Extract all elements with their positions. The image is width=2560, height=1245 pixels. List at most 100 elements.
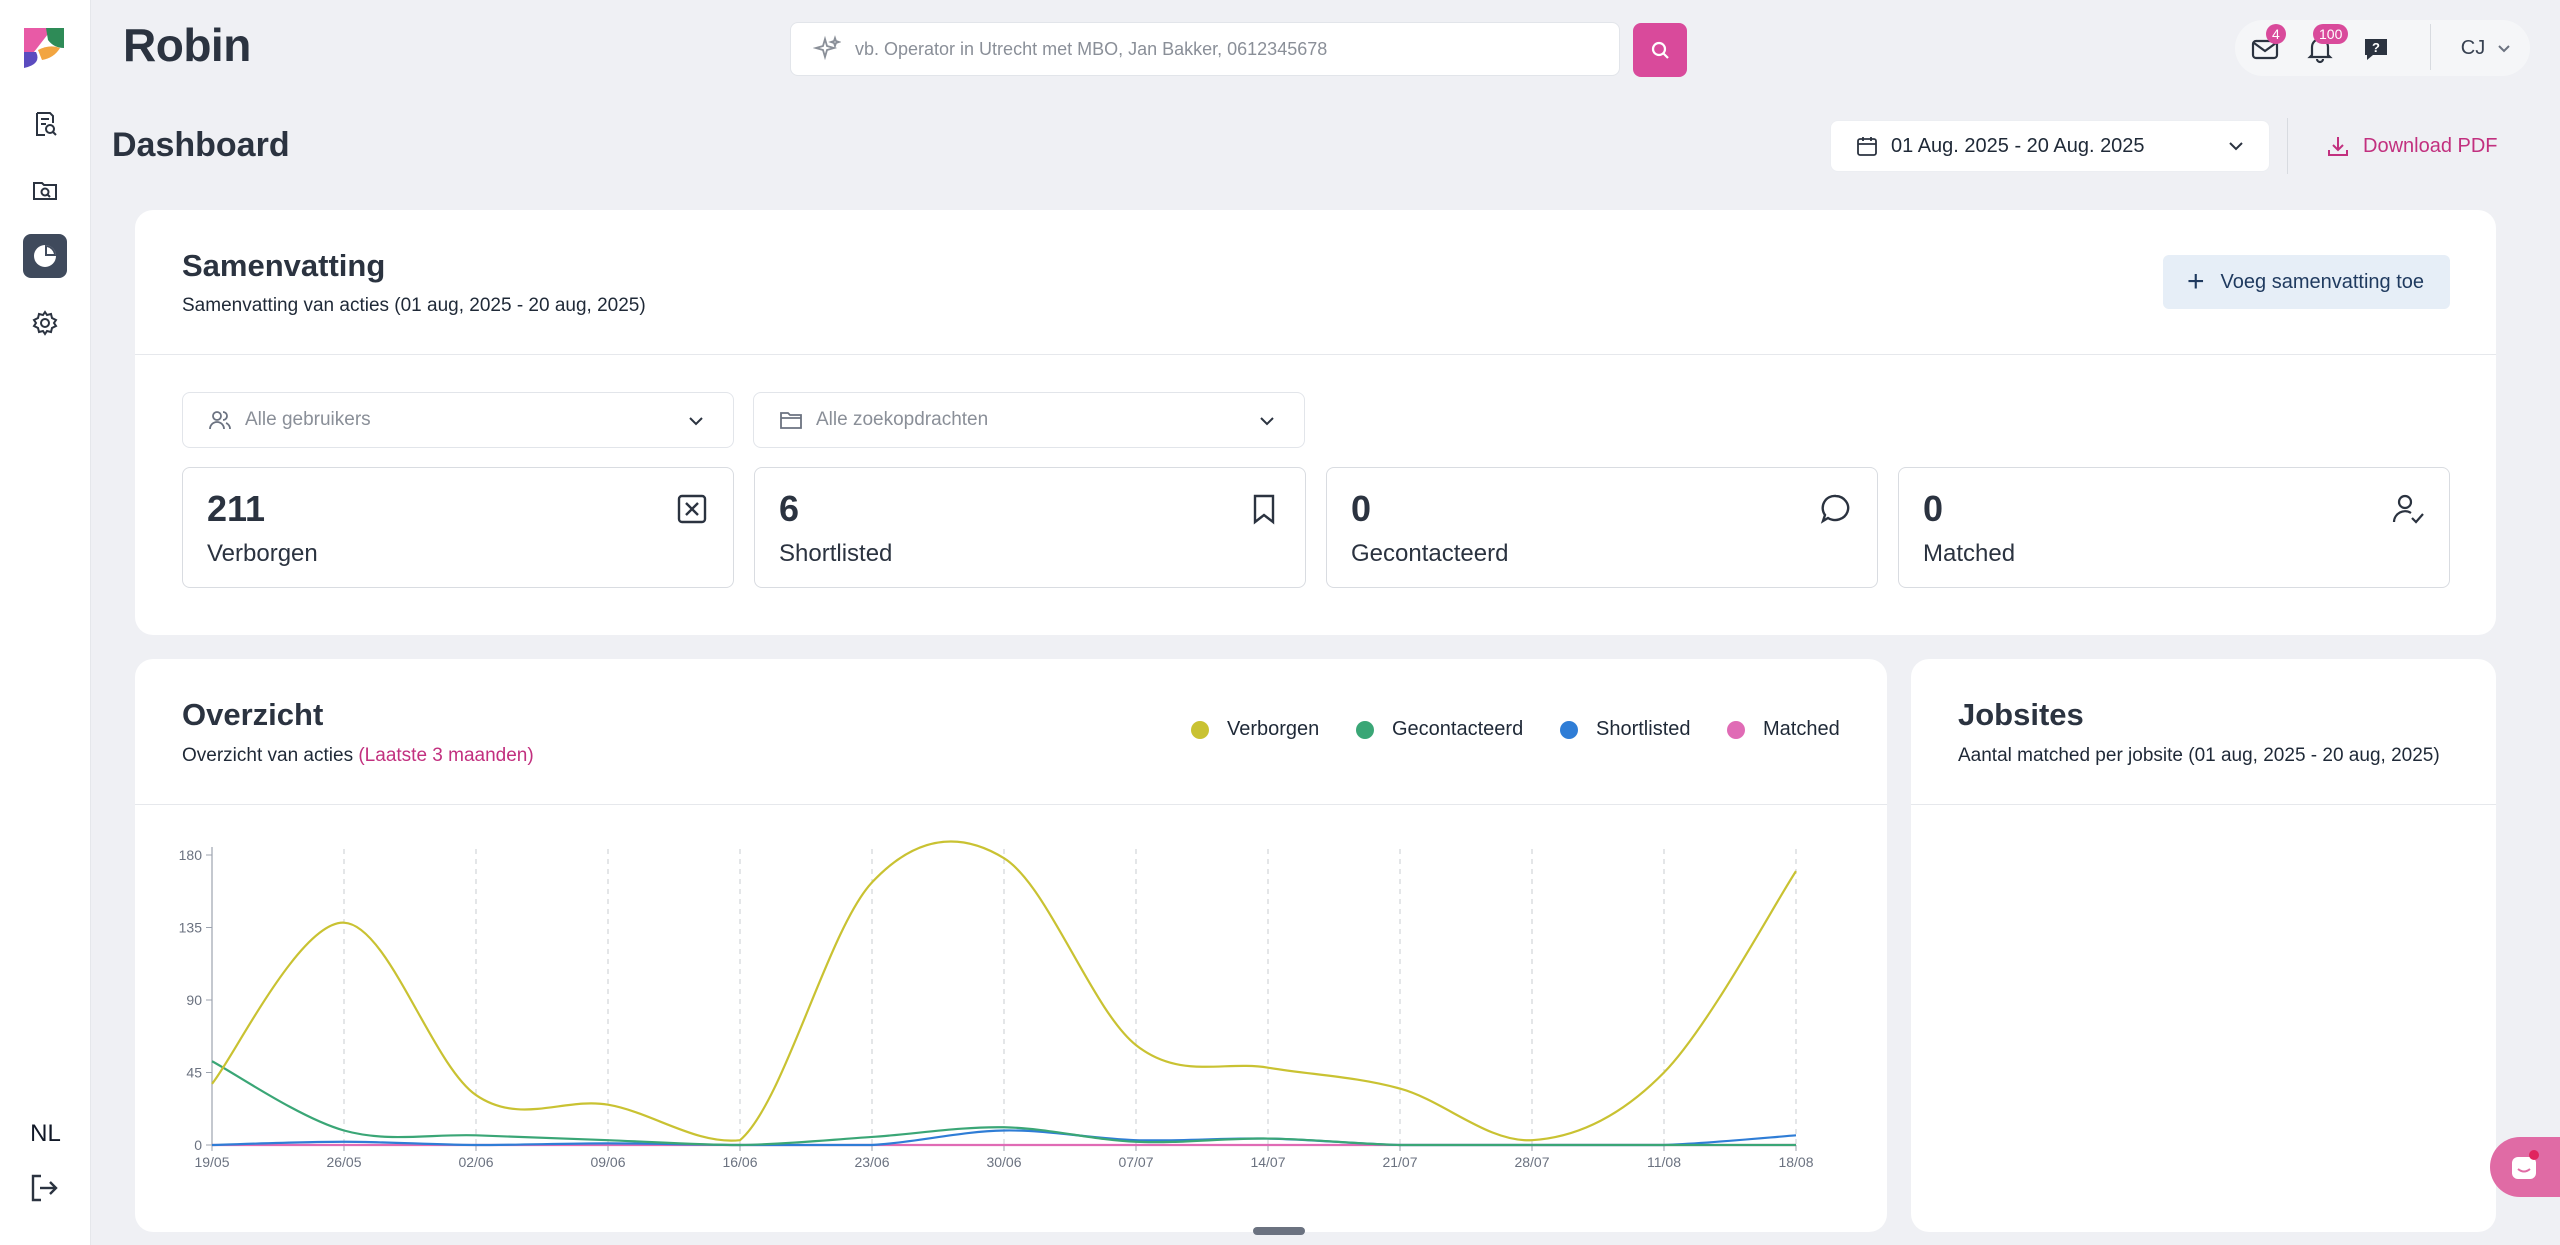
sparkle-icon [813, 35, 841, 61]
series-line-verborgen [211, 840, 1797, 1142]
legend-dot [1356, 720, 1374, 739]
legend-label: Verborgen [1227, 718, 1320, 740]
overview-divider [135, 804, 1887, 805]
legend-verborgen[interactable]: Verborgen [1191, 718, 1319, 741]
user-check-icon [2392, 494, 2424, 524]
date-range-value: 01 Aug. 2025 - 20 Aug. 2025 [1891, 134, 2145, 157]
stat-card-shortlisted[interactable]: 6 Shortlisted [754, 467, 1306, 588]
x-tick-label: 28/07 [1514, 1154, 1549, 1170]
legend-dot [1727, 720, 1745, 739]
x-tick-label: 23/06 [854, 1154, 889, 1170]
header-divider [2430, 24, 2431, 70]
x-tick-label: 30/06 [986, 1154, 1021, 1170]
date-range-picker[interactable]: 01 Aug. 2025 - 20 Aug. 2025 [1830, 120, 2270, 172]
summary-card: Samenvatting Samenvatting van acties (01… [135, 210, 2496, 635]
nav-search-folders[interactable] [23, 168, 67, 212]
overview-period-link[interactable]: (Laatste 3 maanden) [358, 745, 534, 766]
x-square-icon [677, 494, 707, 524]
y-tick-label: 0 [194, 1137, 202, 1153]
legend-label: Gecontacteerd [1392, 718, 1524, 740]
page-title: Dashboard [112, 126, 290, 164]
calendar-icon [1857, 137, 1877, 156]
nav-dashboard[interactable] [23, 234, 67, 278]
add-summary-label: Voeg samenvatting toe [2220, 270, 2425, 293]
y-tick-label: 45 [186, 1065, 202, 1081]
stat-label: Shortlisted [779, 540, 893, 567]
legend-gecontacteerd[interactable]: Gecontacteerd [1356, 718, 1523, 741]
stat-label: Matched [1923, 540, 2016, 567]
x-tick-label: 19/05 [194, 1154, 229, 1170]
chat-icon [1820, 494, 1850, 524]
x-tick-label: 11/08 [1647, 1154, 1681, 1170]
summary-divider [135, 354, 2496, 355]
brand-title: Robin [123, 19, 251, 71]
x-tick-label: 16/06 [722, 1154, 757, 1170]
searches-filter-value: Alle zoekopdrachten [816, 409, 989, 430]
x-tick-label: 26/05 [326, 1154, 361, 1170]
add-summary-button[interactable]: + Voeg samenvatting toe [2163, 255, 2450, 309]
y-tick-label: 180 [179, 847, 203, 863]
legend-dot [1191, 720, 1209, 739]
plus-icon: + [2187, 265, 2205, 298]
stat-value: 0 [1923, 488, 1944, 529]
download-pdf-label: Download PDF [2363, 134, 2498, 157]
legend-matched[interactable]: Matched [1727, 718, 1840, 741]
mail-icon[interactable] [2250, 34, 2280, 64]
legend-shortlisted[interactable]: Shortlisted [1560, 718, 1691, 741]
user-menu[interactable]: CJ [2453, 28, 2513, 68]
language-switch[interactable]: NL [30, 1120, 61, 1147]
overview-subtitle-text: Overzicht van acties [182, 745, 354, 766]
searches-filter[interactable]: Alle zoekopdrachten [753, 392, 1305, 448]
support-chat-button[interactable] [2490, 1137, 2560, 1197]
x-tick-label: 02/06 [458, 1154, 493, 1170]
summary-subtitle: Samenvatting van acties (01 aug, 2025 - … [182, 295, 646, 316]
stat-card-matched[interactable]: 0 Matched [1898, 467, 2450, 588]
overview-subtitle: Overzicht van acties (Laatste 3 maanden) [182, 745, 534, 767]
notification-badge: 100 [2313, 24, 2349, 44]
y-tick-label: 135 [179, 920, 203, 936]
jobsites-card: Jobsites Aantal matched per jobsite (01 … [1911, 659, 2496, 1232]
search-input[interactable] [855, 38, 1575, 60]
nav-settings[interactable] [23, 301, 67, 345]
jobsites-title: Jobsites [1958, 697, 2084, 732]
search-bar[interactable] [790, 22, 1620, 76]
logout-icon[interactable] [27, 1171, 61, 1205]
chevron-down-icon [689, 417, 703, 426]
chevron-down-icon [2498, 45, 2510, 53]
legend-label: Shortlisted [1596, 718, 1691, 740]
svg-text:?: ? [2372, 40, 2380, 55]
search-button[interactable] [1633, 23, 1687, 77]
stat-label: Verborgen [207, 540, 318, 567]
x-tick-label: 07/07 [1118, 1154, 1153, 1170]
document-search-icon [36, 112, 57, 136]
jobsites-subtitle: Aantal matched per jobsite (01 aug, 2025… [1958, 745, 2440, 766]
chevron-down-icon [2229, 142, 2243, 151]
app-logo[interactable] [20, 24, 68, 72]
x-tick-label: 14/07 [1250, 1154, 1285, 1170]
legend-dot [1560, 720, 1578, 739]
stat-value: 6 [779, 488, 800, 529]
folder-search-icon [33, 182, 57, 200]
chat-support-icon [2512, 1150, 2539, 1179]
users-icon [209, 411, 231, 430]
nav-search-profiles[interactable] [23, 102, 67, 146]
summary-title: Samenvatting [182, 248, 386, 283]
overview-title: Overzicht [182, 697, 324, 732]
stat-card-verborgen[interactable]: 211 Verborgen [182, 467, 734, 588]
stat-value: 0 [1351, 488, 1372, 529]
resize-handle[interactable] [1253, 1227, 1305, 1235]
stat-card-gecontacteerd[interactable]: 0 Gecontacteerd [1326, 467, 1878, 588]
gear-icon [32, 310, 58, 336]
stat-label: Gecontacteerd [1351, 540, 1509, 567]
y-tick-label: 90 [186, 992, 202, 1008]
sidebar: NL [0, 0, 91, 1245]
header-actions: 4 100 ? [2235, 20, 2530, 76]
mail-badge: 4 [2266, 24, 2286, 44]
users-filter[interactable]: Alle gebruikers [182, 392, 734, 448]
help-chat-icon[interactable]: ? [2361, 34, 2391, 64]
avatar: CJ [2460, 36, 2486, 59]
header-divider-2 [2287, 118, 2288, 174]
stat-value: 211 [207, 488, 266, 529]
download-pdf-button[interactable]: Download PDF [2325, 130, 2498, 162]
